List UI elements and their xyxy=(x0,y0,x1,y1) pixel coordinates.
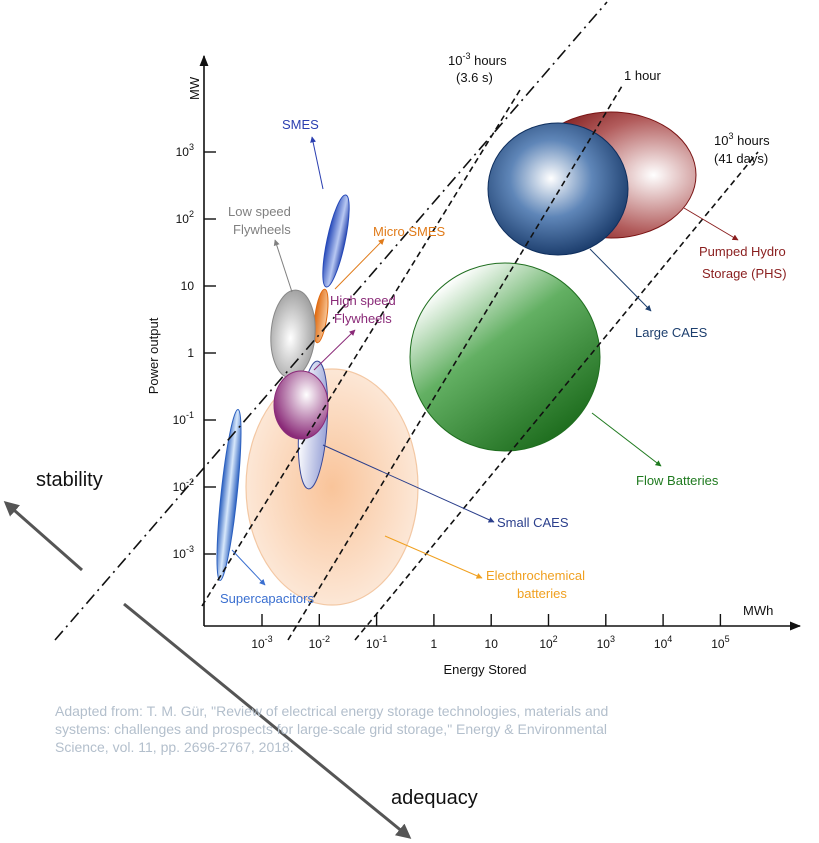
x-ticks: 10-3 10-2 10-1 1 10 102 103 104 105 xyxy=(251,614,730,651)
x-tick-label: 103 xyxy=(597,634,615,651)
label-flow-batteries: Flow Batteries xyxy=(636,473,719,488)
y-unit-label: MW xyxy=(187,76,202,100)
discharge-label-41-days: 103 hours (41 days) xyxy=(714,131,770,166)
x-unit-label: MWh xyxy=(743,603,773,618)
svg-text:103 hours: 103 hours xyxy=(714,131,770,148)
x-tick-label: 10 xyxy=(485,637,499,651)
y-ticks: 10-3 10-2 10-1 1 10 102 103 xyxy=(173,142,216,561)
x-tick-label: 1 xyxy=(431,637,438,651)
label-supercapacitors: Supercapacitors xyxy=(220,591,314,606)
citation-caption: Adapted from: T. M. Gür, "Review of elec… xyxy=(55,702,819,756)
caption-line-2: systems: challenges and prospects for la… xyxy=(55,721,608,737)
stability-adequacy-divider xyxy=(54,1,608,641)
x-tick-label: 10-2 xyxy=(309,634,330,651)
x-tick-label: 10-1 xyxy=(366,634,387,651)
x-axis-title: Energy Stored xyxy=(443,662,526,677)
label-low-speed-1: Low speed xyxy=(228,204,291,219)
label-micro-smes: Micro SMES xyxy=(373,224,446,239)
svg-text:10-3 hours: 10-3 hours xyxy=(448,51,507,68)
y-tick-label: 102 xyxy=(176,209,194,226)
line-1-hour xyxy=(287,85,623,641)
adequacy-arrow xyxy=(123,602,412,839)
label-phs-2: Storage (PHS) xyxy=(702,266,787,281)
label-low-speed-2: Flywheels xyxy=(233,222,291,237)
line-3.6s xyxy=(201,89,521,607)
line-41-days xyxy=(354,151,759,641)
label-high-speed-1: High speed xyxy=(330,293,396,308)
discharge-label-3.6s: 10-3 hours (3.6 s) xyxy=(448,51,507,85)
bubble-high-speed-flywheels xyxy=(273,370,329,440)
x-tick-label: 102 xyxy=(539,634,557,651)
stability-arrow xyxy=(3,501,83,572)
y-tick-label: 10-2 xyxy=(173,477,194,494)
label-phs-1: Pumped Hydro xyxy=(699,244,786,259)
y-tick-label: 10 xyxy=(181,279,195,293)
x-tick-label: 10-3 xyxy=(251,634,272,651)
caption-line-3: Science, vol. 11, pp. 2696-2767, 2018. xyxy=(55,739,294,755)
label-high-speed-2: Flywheels xyxy=(334,311,392,326)
discharge-label-1-hour: 1 hour xyxy=(624,68,662,83)
discharge-lines xyxy=(54,1,759,641)
bubble-electrochemical xyxy=(245,368,419,606)
bubble-flow-batteries xyxy=(409,262,601,452)
bubble-micro-smes xyxy=(313,288,329,344)
stability-label: stability xyxy=(36,469,103,491)
label-smes: SMES xyxy=(282,117,319,132)
axes xyxy=(199,54,802,631)
adequacy-label: adequacy xyxy=(391,787,478,809)
bubble-supercapacitors xyxy=(216,408,242,582)
y-tick-label: 10-1 xyxy=(173,410,194,427)
bubble-large-caes xyxy=(487,122,629,256)
y-tick-label: 10-3 xyxy=(173,544,194,561)
y-tick-label: 1 xyxy=(187,346,194,360)
svg-text:(41 days): (41 days) xyxy=(714,151,768,166)
y-tick-label: 103 xyxy=(176,142,194,159)
annotation-arrows xyxy=(231,136,739,586)
label-electro-2: batteries xyxy=(517,586,567,601)
y-axis-title: Power output xyxy=(146,317,161,394)
label-large-caes: Large CAES xyxy=(635,325,708,340)
label-small-caes: Small CAES xyxy=(497,515,569,530)
caption-line-1: Adapted from: T. M. Gür, "Review of elec… xyxy=(55,703,609,719)
x-tick-label: 105 xyxy=(711,634,729,651)
svg-text:(3.6 s): (3.6 s) xyxy=(456,70,493,85)
x-tick-label: 104 xyxy=(654,634,672,651)
bubble-smes xyxy=(322,194,350,288)
label-electro-1: Electhrochemical xyxy=(486,568,585,583)
